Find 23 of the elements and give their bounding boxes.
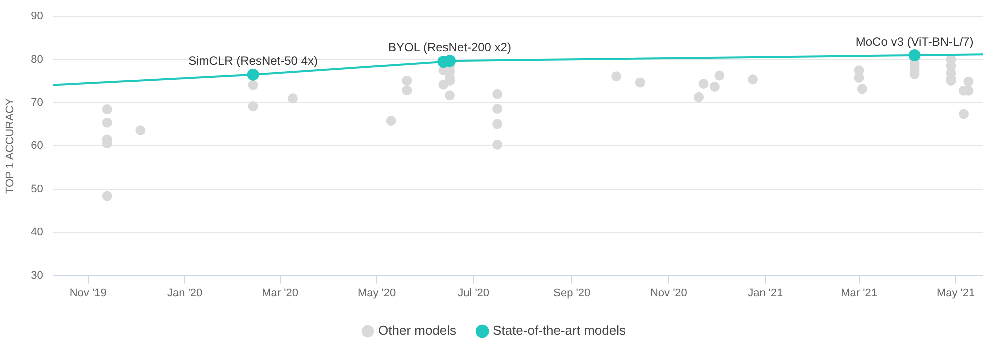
x-tick-label: Nov '20 (650, 287, 688, 300)
x-tick-label: May '21 (936, 287, 976, 300)
x-tick-label: Jan '20 (168, 287, 203, 300)
x-tick-label: May '20 (358, 287, 396, 300)
y-tick-label: 70 (31, 97, 44, 110)
y-axis-title: TOP 1 ACCURACY (4, 98, 17, 194)
legend-label: State-of-the-art models (493, 323, 626, 338)
y-tick-label: 50 (31, 183, 44, 196)
x-tick-label: Sep '20 (554, 287, 591, 300)
annotation: SimCLR (ResNet-50 4x) (188, 54, 318, 68)
y-tick-label: 40 (31, 226, 44, 239)
annotation: MoCo v3 (ViT-BN-L/7) (856, 34, 974, 49)
annotation: BYOL (ResNet-200 x2) (388, 40, 512, 54)
y-tick-label: 60 (31, 140, 44, 152)
x-tick-label: Jul '20 (458, 287, 490, 300)
y-tick-label: 90 (31, 10, 44, 23)
x-tick-label: Nov '19 (70, 287, 107, 300)
y-tick-label: 80 (31, 54, 44, 66)
y-tick-label: 30 (31, 270, 44, 282)
x-tick-label: Mar '20 (262, 287, 298, 300)
x-tick-label: Mar '21 (841, 287, 878, 300)
x-tick-label: Jan '21 (748, 287, 784, 300)
legend-label: Other models (378, 323, 458, 338)
